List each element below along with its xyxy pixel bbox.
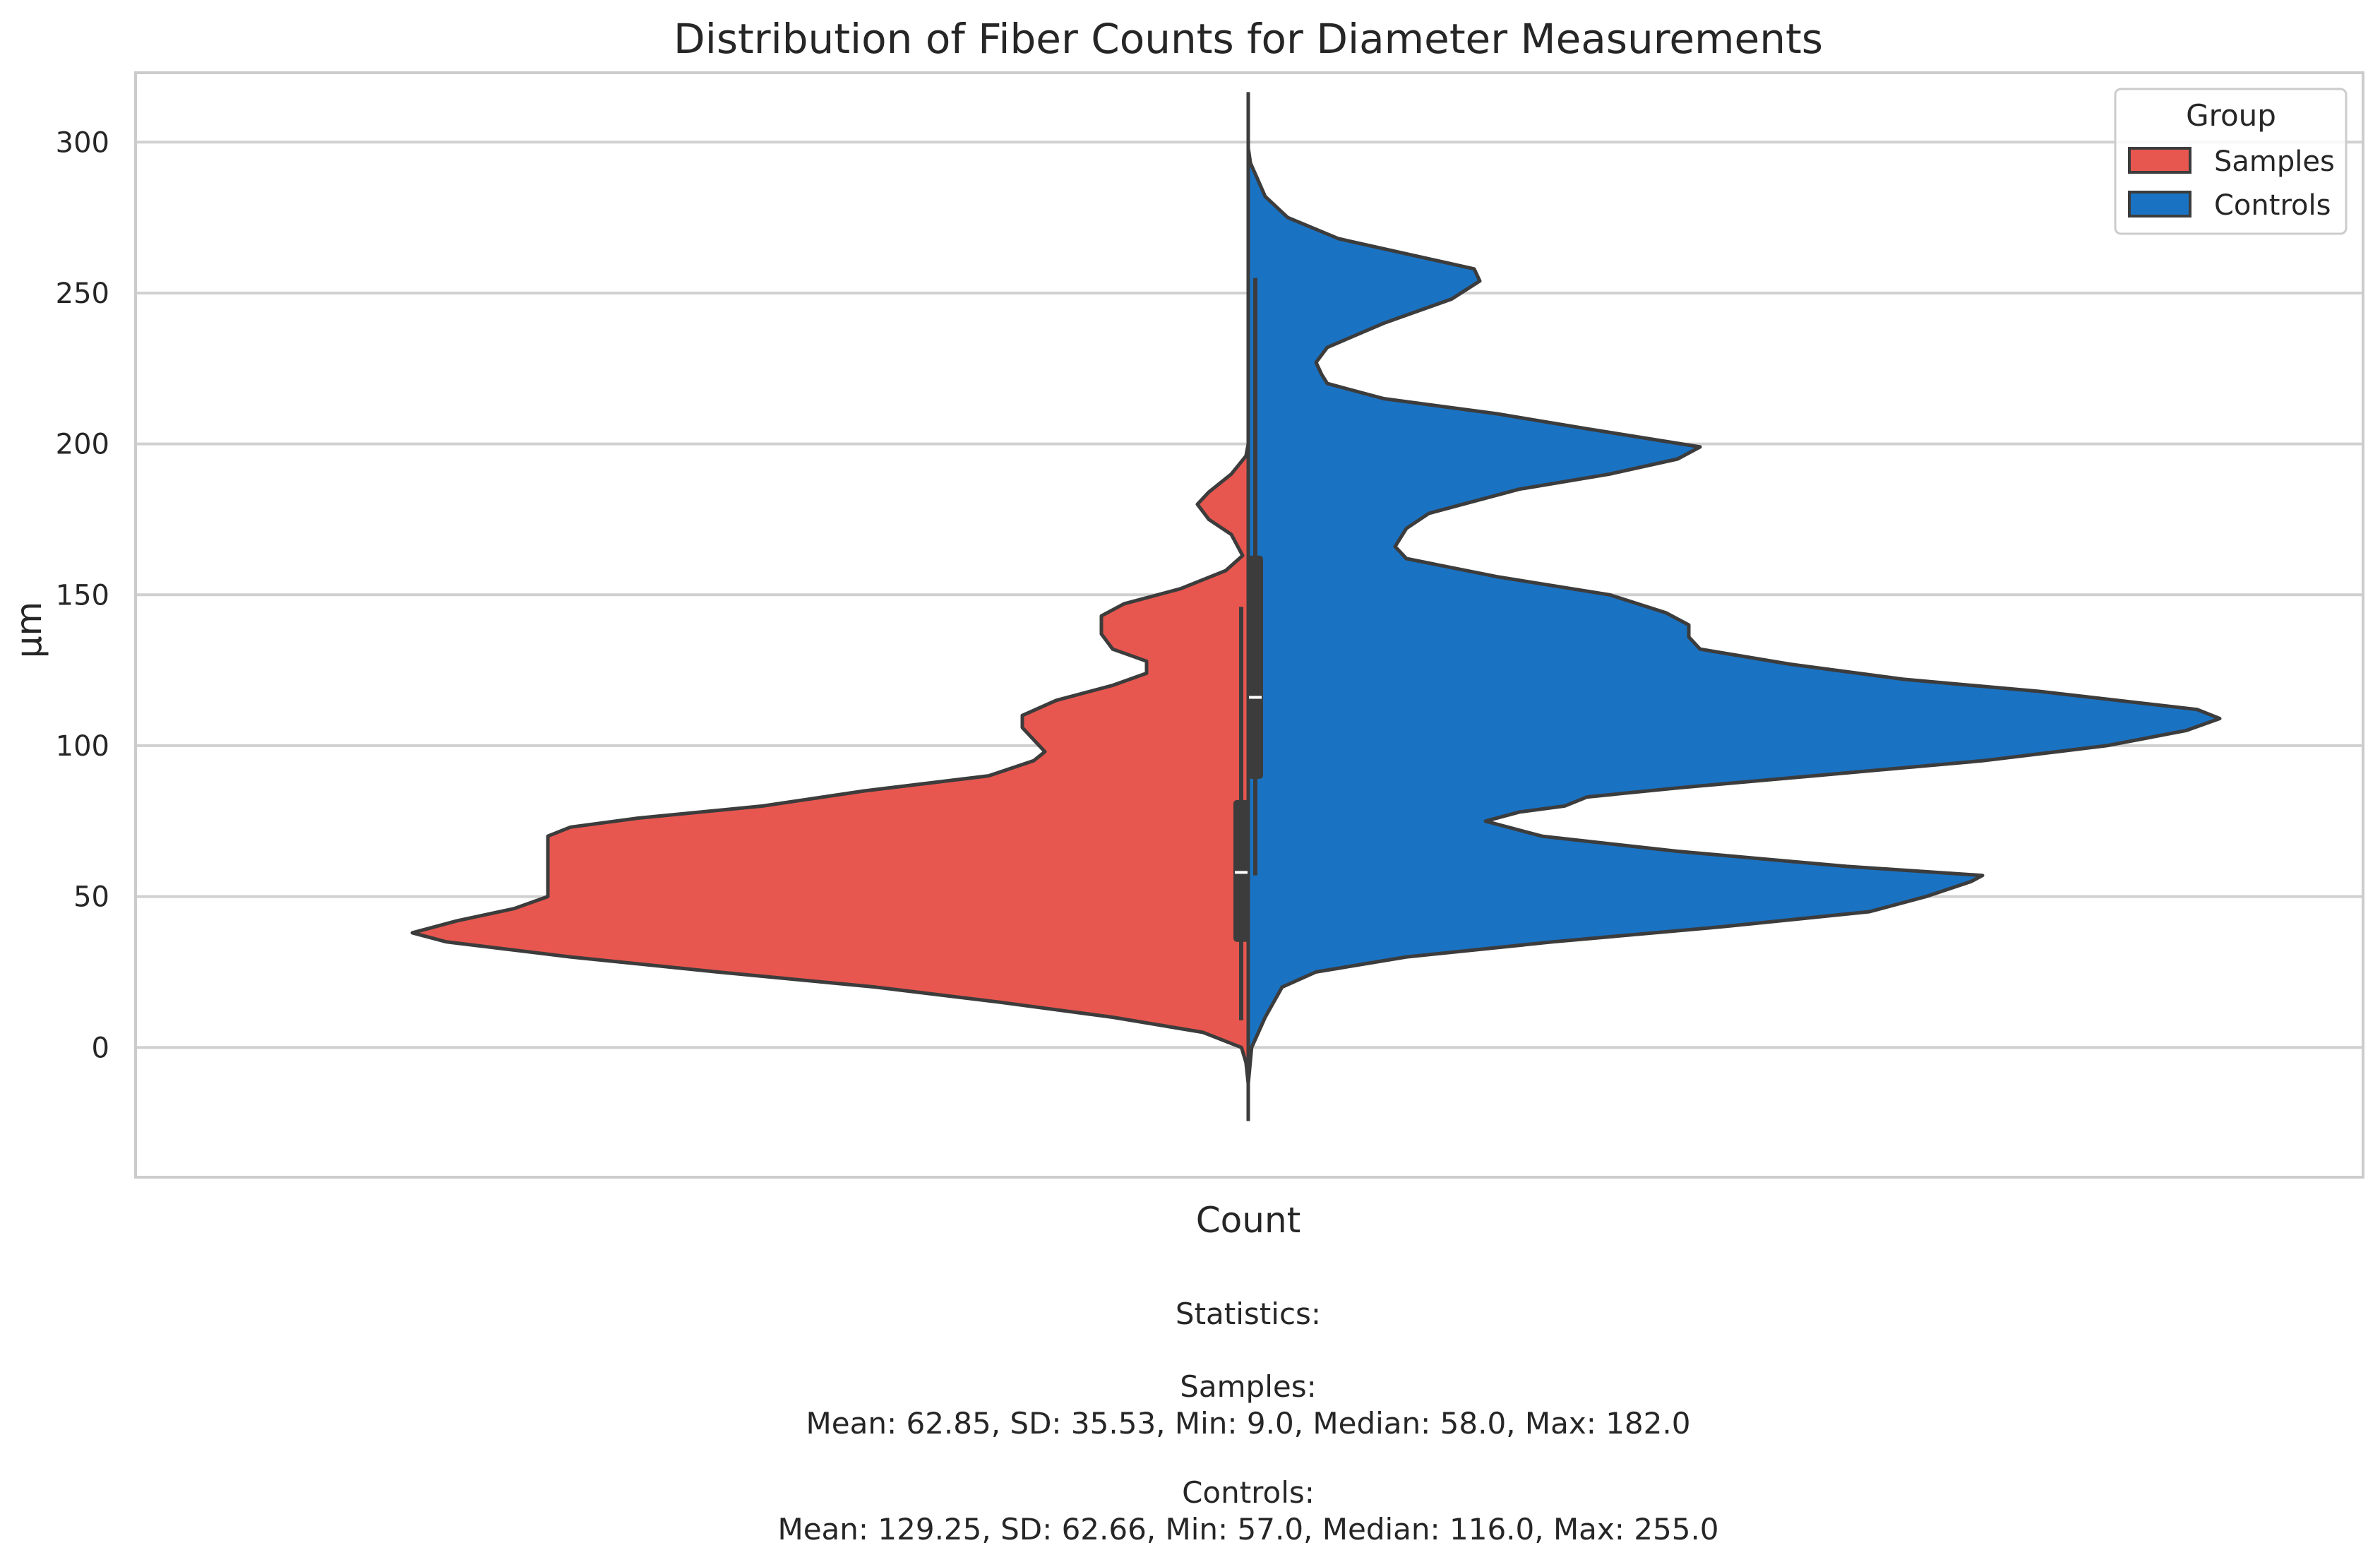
legend-label-samples: Samples (2214, 145, 2335, 178)
stats-heading: Statistics: (1176, 1297, 1321, 1331)
y-tick-label-250: 250 (56, 278, 109, 310)
legend-title: Group (2186, 98, 2276, 133)
y-axis-label: µm (8, 602, 49, 659)
iqr-box-samples (1233, 799, 1249, 942)
inner-boxes (1233, 278, 1263, 1020)
y-tick-label-200: 200 (56, 429, 109, 461)
y-tick-label-150: 150 (56, 579, 109, 612)
violins (410, 92, 2222, 1121)
y-axis-ticks: 0 50 100 150 200 250 300 (56, 126, 109, 1064)
stats-samples-label: Samples: (1180, 1369, 1317, 1404)
chart-title: Distribution of Fiber Counts for Diamete… (674, 15, 1823, 63)
stats-samples-line: Mean: 62.85, SD: 35.53, Min: 9.0, Median… (806, 1406, 1691, 1441)
legend: Group Samples Controls (2114, 88, 2348, 235)
y-tick-label-100: 100 (56, 730, 109, 763)
violin-samples (410, 442, 1250, 1086)
stats-controls-line: Mean: 129.25, SD: 62.66, Min: 57.0, Medi… (777, 1512, 1718, 1547)
legend-swatch-controls (2128, 191, 2191, 218)
y-tick-label-0: 0 (92, 1032, 109, 1064)
stats-controls-label: Controls: (1182, 1475, 1315, 1510)
y-tick-label-50: 50 (73, 881, 109, 914)
plot-frame (134, 71, 2364, 1179)
violin-controls (1246, 146, 2222, 1086)
y-tick-label-300: 300 (56, 126, 109, 159)
x-axis-label: Count (1196, 1200, 1301, 1241)
legend-label-controls: Controls (2214, 189, 2331, 222)
statistics-block: Statistics: Samples: Mean: 62.85, SD: 35… (777, 1297, 1718, 1547)
iqr-box-controls (1248, 555, 1263, 779)
legend-swatch-samples (2128, 147, 2191, 174)
